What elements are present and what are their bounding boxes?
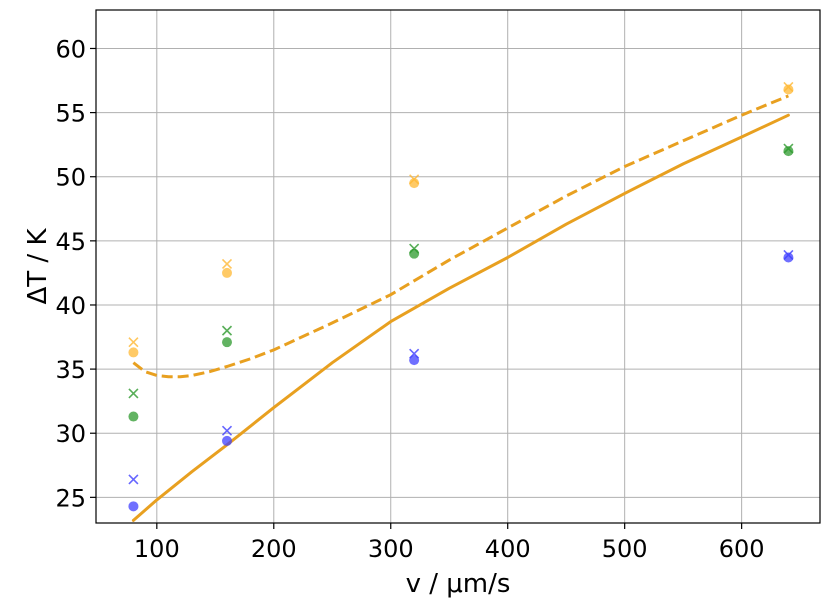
- data-point-circle: [783, 146, 794, 157]
- data-point-circle: [783, 252, 794, 263]
- data-point-circle: [783, 84, 794, 95]
- y-tick-label: 35: [55, 356, 86, 384]
- x-tick-label: 100: [134, 535, 180, 563]
- data-point-cross: [783, 143, 794, 154]
- data-point-circle: [128, 501, 139, 512]
- data-point-cross: [409, 348, 420, 359]
- x-tick-label: 200: [251, 535, 297, 563]
- data-point-cross: [221, 258, 233, 270]
- data-point-cross: [783, 249, 794, 261]
- x-axis-label: v / μm/s: [406, 569, 511, 599]
- data-point-circle: [409, 178, 420, 189]
- data-point-circle: [409, 248, 420, 259]
- data-point-circle: [128, 411, 139, 422]
- y-tick-label: 45: [55, 228, 86, 256]
- y-tick-label: 30: [55, 420, 86, 448]
- fit-line-solid: [131, 113, 790, 522]
- plot-frame: [95, 9, 821, 524]
- x-tick-label: 400: [485, 535, 531, 563]
- y-tick-label: 60: [55, 35, 86, 63]
- data-point-cross: [128, 337, 139, 348]
- data-point-cross: [409, 174, 420, 185]
- series-layer: [128, 81, 794, 522]
- y-tick-label: 55: [55, 100, 86, 128]
- y-tick-label: 40: [55, 292, 86, 320]
- data-point-cross: [128, 474, 139, 485]
- y-tick-label: 50: [55, 164, 86, 192]
- data-point-cross: [221, 425, 233, 436]
- x-tick-label: 600: [719, 535, 765, 563]
- data-point-cross: [409, 243, 420, 254]
- grid: [96, 10, 820, 523]
- x-tick-label: 300: [368, 535, 414, 563]
- ticks: 100 200 300 400 500 600 25 30 35 40 45 50 55 60: [55, 35, 764, 563]
- data-point-circle: [221, 337, 232, 348]
- x-tick-label: 500: [602, 535, 648, 563]
- data-point-cross: [128, 388, 139, 399]
- data-point-circle: [221, 435, 232, 446]
- data-point-circle: [128, 347, 139, 358]
- data-point-circle: [409, 355, 420, 366]
- y-tick-label: 25: [55, 484, 86, 512]
- fit-line-dashed: [132, 94, 789, 379]
- data-point-circle: [221, 267, 232, 278]
- data-point-cross: [221, 325, 233, 336]
- data-point-cross: [783, 81, 794, 93]
- y-axis-label: ΔT / K: [23, 228, 53, 305]
